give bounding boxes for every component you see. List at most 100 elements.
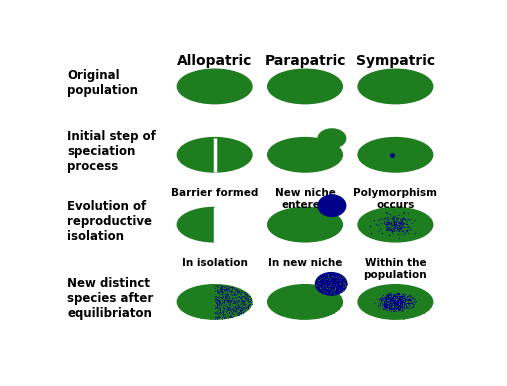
Point — [380, 300, 388, 306]
Point — [383, 226, 391, 232]
Point — [312, 284, 320, 290]
Point — [315, 279, 323, 285]
Point — [397, 307, 406, 313]
Point — [386, 215, 394, 221]
Point — [205, 312, 213, 318]
Point — [394, 291, 402, 297]
Point — [320, 293, 328, 299]
Point — [393, 300, 402, 306]
Point — [304, 290, 312, 296]
Point — [279, 300, 287, 306]
Point — [325, 277, 333, 283]
Point — [218, 283, 226, 289]
Point — [400, 306, 408, 312]
Point — [391, 306, 399, 313]
Point — [205, 298, 213, 305]
Point — [389, 227, 397, 234]
Point — [232, 301, 240, 307]
Point — [276, 294, 284, 300]
Point — [200, 284, 208, 291]
Point — [415, 303, 423, 309]
Point — [374, 308, 382, 315]
Point — [293, 292, 301, 298]
Point — [200, 305, 208, 311]
Ellipse shape — [318, 195, 346, 217]
Point — [387, 295, 395, 301]
Point — [374, 303, 382, 309]
Point — [296, 311, 304, 317]
Point — [217, 301, 225, 307]
Point — [244, 302, 252, 308]
Point — [323, 288, 332, 294]
Point — [218, 315, 226, 322]
Point — [389, 215, 397, 222]
Point — [385, 302, 393, 308]
Point — [234, 301, 242, 307]
Point — [341, 282, 349, 288]
Point — [328, 274, 336, 280]
Point — [325, 302, 334, 308]
Point — [178, 293, 186, 299]
Point — [335, 305, 343, 312]
Point — [419, 296, 427, 302]
Point — [304, 308, 312, 315]
Point — [224, 299, 232, 305]
Point — [400, 293, 408, 300]
Point — [202, 303, 210, 309]
Point — [395, 307, 404, 313]
Point — [406, 302, 414, 308]
Point — [370, 289, 378, 295]
Point — [405, 292, 413, 298]
Point — [216, 288, 225, 295]
Point — [391, 293, 399, 299]
Point — [208, 313, 216, 320]
Point — [323, 288, 332, 294]
Point — [226, 313, 234, 320]
Point — [312, 282, 320, 288]
Point — [391, 308, 400, 314]
Point — [296, 305, 304, 311]
Point — [195, 303, 203, 309]
Point — [299, 283, 307, 290]
Point — [269, 301, 277, 308]
Point — [203, 291, 211, 297]
Point — [412, 291, 420, 298]
Point — [392, 300, 400, 306]
Point — [287, 288, 295, 295]
Point — [413, 310, 421, 317]
Point — [390, 301, 399, 308]
Point — [215, 298, 223, 304]
Point — [289, 300, 297, 306]
Point — [391, 298, 399, 304]
Point — [317, 288, 325, 294]
Point — [200, 294, 208, 300]
Point — [204, 296, 212, 303]
Point — [196, 286, 204, 292]
Point — [320, 303, 329, 310]
Point — [210, 308, 219, 315]
Point — [379, 287, 387, 293]
Point — [203, 308, 211, 315]
Point — [318, 285, 327, 291]
Point — [337, 275, 345, 281]
Point — [409, 294, 417, 300]
Point — [199, 293, 207, 299]
Point — [286, 301, 295, 308]
Point — [376, 307, 384, 313]
Point — [404, 294, 412, 300]
Point — [218, 282, 226, 288]
Point — [184, 293, 192, 299]
Point — [387, 303, 395, 309]
Point — [225, 305, 233, 312]
Point — [412, 305, 420, 312]
Point — [243, 297, 251, 303]
Ellipse shape — [177, 285, 252, 319]
Point — [393, 298, 401, 304]
Point — [224, 296, 232, 302]
Point — [356, 302, 364, 308]
Point — [187, 303, 195, 309]
Point — [387, 315, 395, 321]
Point — [239, 297, 247, 303]
Point — [241, 298, 249, 305]
Point — [182, 299, 190, 305]
